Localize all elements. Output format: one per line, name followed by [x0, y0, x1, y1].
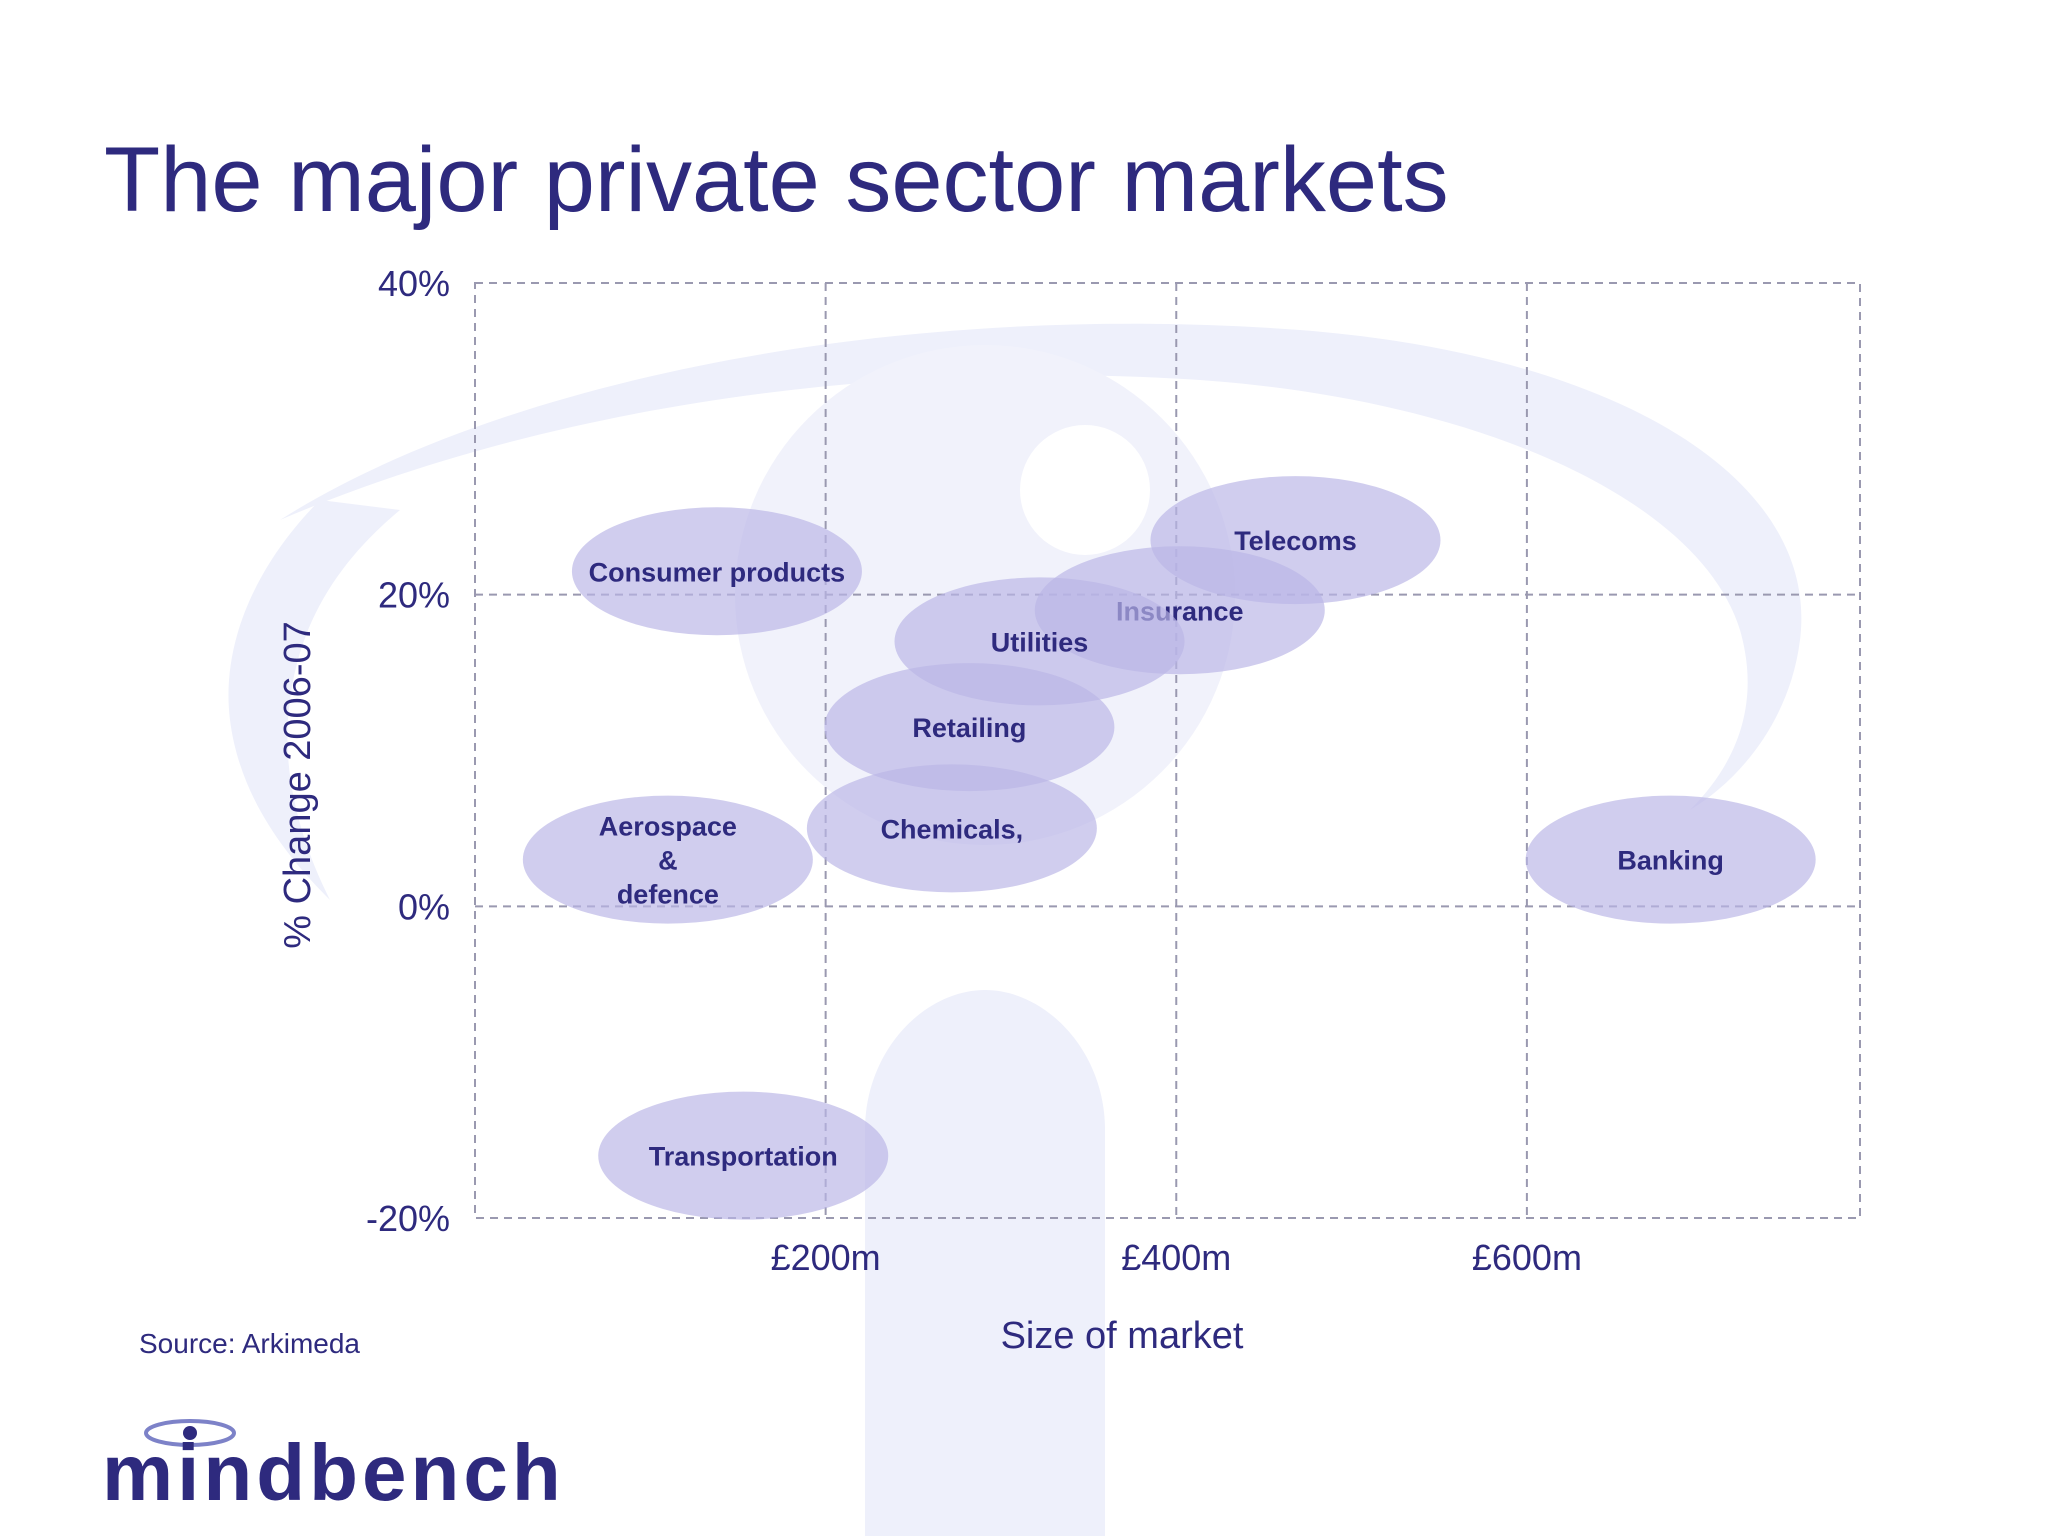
page-title: The major private sector markets [104, 129, 1449, 231]
y-axis-label: % Change 2006-07 [277, 621, 319, 948]
mindbench-logo: mindbench [102, 1419, 565, 1517]
plot-frame [474, 282, 1861, 1219]
bubble-label: Transportation [649, 1142, 838, 1172]
source-note: Source: Arkimeda [139, 1328, 360, 1359]
x-tick-label: £400m [1121, 1237, 1231, 1278]
bubble-label: Retailing [912, 713, 1026, 743]
logo-pupil-icon [183, 1426, 197, 1440]
y-tick-label: 20% [378, 575, 450, 616]
bubble-label: Telecoms [1234, 526, 1357, 556]
logo-wordmark: mindbench [102, 1428, 565, 1517]
watermark-tail [228, 500, 400, 900]
logo-eye-icon [144, 1419, 236, 1447]
y-tick-label: -20% [366, 1198, 450, 1239]
bubble-label: defence [617, 880, 719, 910]
watermark-stem [865, 990, 1105, 1536]
y-tick-label: 40% [378, 263, 450, 304]
watermark-eye [1020, 425, 1150, 555]
y-tick-label: 0% [398, 886, 450, 927]
chart-bubbles: Consumer productsTelecomsInsuranceUtilit… [522, 476, 1816, 1220]
bubble-label: Consumer products [589, 557, 846, 587]
chart-tick-labels: £200m £400m £600m -20% 0% 20% 40% [366, 263, 1582, 1278]
bubble [806, 764, 1097, 893]
bubble [598, 1091, 889, 1220]
x-tick-label: £200m [771, 1237, 881, 1278]
bubble [1525, 795, 1816, 924]
bubble-label: Utilities [991, 627, 1089, 657]
bubble [571, 507, 862, 636]
bubble-label: Banking [1617, 846, 1724, 876]
bubble-label: Chemicals, [881, 814, 1024, 844]
bubble [522, 795, 813, 924]
bubble-label: Aerospace [599, 812, 737, 842]
bubble-label: & [658, 846, 678, 876]
x-axis-label: Size of market [1001, 1315, 1244, 1357]
bubble [824, 663, 1115, 792]
x-tick-label: £600m [1472, 1237, 1582, 1278]
